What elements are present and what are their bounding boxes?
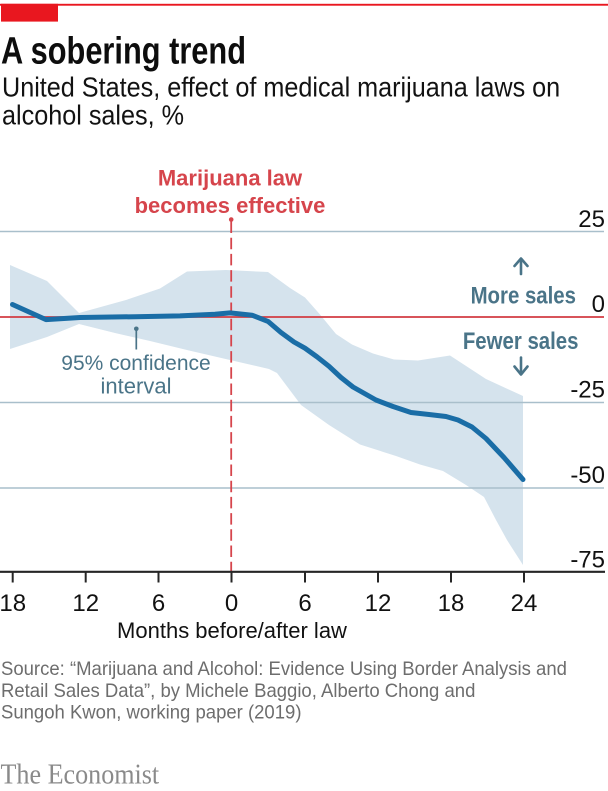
svg-text:Fewer sales: Fewer sales <box>463 327 579 354</box>
svg-text:becomes effective: becomes effective <box>135 193 326 218</box>
svg-text:Marijuana law: Marijuana law <box>158 166 303 191</box>
svg-text:12: 12 <box>365 590 392 617</box>
svg-text:Retail Sales Data”, by Michele: Retail Sales Data”, by Michele Baggio, A… <box>1 680 475 701</box>
svg-text:The Economist: The Economist <box>1 757 160 790</box>
svg-text:24: 24 <box>511 590 538 617</box>
svg-text:alcohol sales, %: alcohol sales, % <box>2 99 184 131</box>
svg-text:6: 6 <box>298 590 311 617</box>
svg-text:-50: -50 <box>570 462 605 489</box>
svg-text:Months before/after law: Months before/after law <box>117 618 347 643</box>
svg-text:Source: “Marijuana and Alcohol: Source: “Marijuana and Alcohol: Evidence… <box>1 658 567 679</box>
svg-text:25: 25 <box>578 206 605 233</box>
svg-text:6: 6 <box>152 590 165 617</box>
svg-text:A sobering trend: A sobering trend <box>1 31 246 73</box>
svg-text:18: 18 <box>438 590 465 617</box>
svg-text:United States, effect of medic: United States, effect of medical marijua… <box>2 71 560 103</box>
svg-text:Sungoh Kwon, working paper (20: Sungoh Kwon, working paper (2019) <box>1 701 301 722</box>
svg-text:0: 0 <box>225 590 238 617</box>
svg-text:12: 12 <box>72 590 99 617</box>
svg-text:-25: -25 <box>570 377 605 404</box>
svg-text:95% confidence: 95% confidence <box>61 352 210 375</box>
svg-text:interval: interval <box>101 374 172 399</box>
svg-text:0: 0 <box>592 291 605 318</box>
svg-text:-75: -75 <box>570 547 605 574</box>
svg-text:18: 18 <box>0 590 26 617</box>
svg-text:More sales: More sales <box>471 282 576 309</box>
